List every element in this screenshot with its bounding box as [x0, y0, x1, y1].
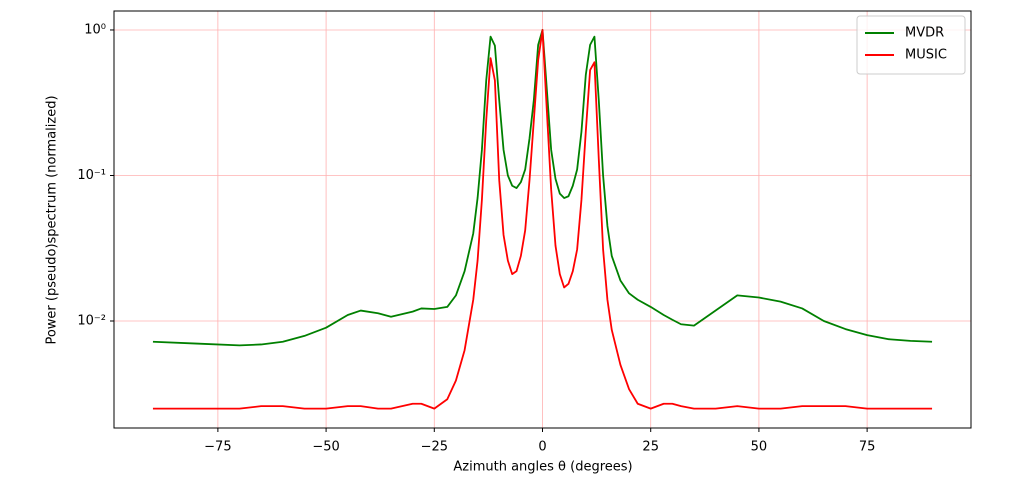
x-tick-label: 0 [538, 440, 546, 455]
x-tick-label: −25 [421, 440, 448, 455]
x-tick-label: 50 [751, 440, 768, 455]
legend-label: MUSIC [905, 48, 947, 63]
line-series [152, 29, 933, 347]
x-tick-label: 25 [642, 440, 659, 455]
legend-box [856, 15, 966, 75]
y-axis-label: Power (pseudo)spectrum (normalized) [45, 95, 60, 344]
x-tick-label: 75 [859, 440, 876, 455]
y-tick-label: 10⁻¹ [77, 168, 106, 183]
legend-label: MVDR [905, 26, 944, 41]
x-tick-label: −75 [204, 440, 231, 455]
x-tick-label: −50 [312, 440, 339, 455]
plot-frame [113, 10, 972, 429]
line-series [152, 29, 933, 410]
y-tick-label: 10⁻² [77, 314, 106, 329]
y-tick-label: 10⁰ [84, 22, 106, 37]
x-axis-label: Azimuth angles θ (degrees) [453, 460, 632, 475]
